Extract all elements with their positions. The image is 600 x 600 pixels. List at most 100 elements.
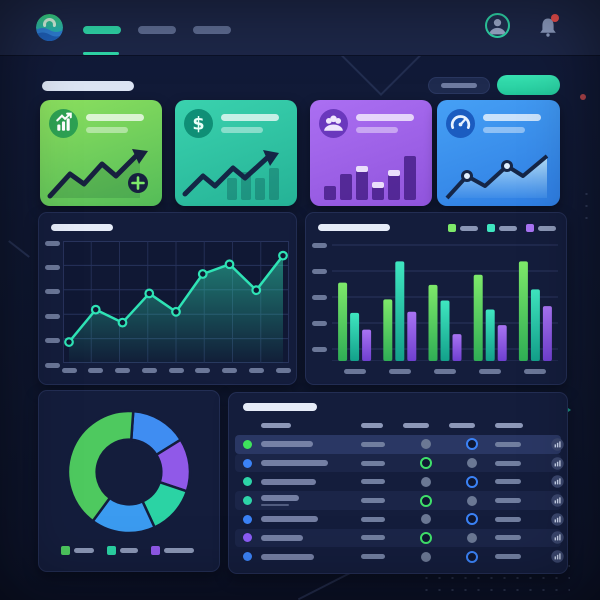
donut-legend (61, 546, 194, 555)
x-axis-tick (61, 368, 77, 373)
bar-chart-legend (448, 224, 556, 232)
secondary-action-button[interactable] (428, 77, 490, 94)
bar-series-green (383, 299, 393, 361)
legend-label-placeholder (120, 548, 138, 553)
legend-item (61, 546, 94, 555)
row-value-placeholder (361, 516, 385, 522)
legend-swatch (448, 224, 456, 232)
row-action-button[interactable] (551, 456, 564, 470)
bar-series-purple (542, 306, 552, 361)
wave-logo-icon[interactable] (36, 14, 63, 41)
row-status-dot (243, 533, 252, 543)
row-subtext-placeholder (261, 504, 289, 507)
status-indicator-off (467, 532, 477, 543)
bar-series-teal (485, 309, 495, 361)
bar-series-teal (350, 312, 360, 361)
mini-chart-icon (551, 475, 564, 488)
stat-card-revenue: $ (175, 100, 297, 206)
users-icon-svg (324, 115, 343, 131)
donut-chart-panel (38, 390, 220, 572)
y-axis-tick (45, 313, 60, 319)
x-axis-tick (195, 368, 211, 373)
row-name-cell (261, 478, 361, 485)
trend-bars (324, 156, 416, 200)
page-title-placeholder (42, 81, 134, 91)
nav-item-nav-1[interactable] (83, 26, 121, 34)
table-row[interactable] (235, 491, 564, 510)
nav-item-nav-2[interactable] (138, 26, 176, 34)
row-status-dot (243, 552, 252, 562)
table-row[interactable] (235, 547, 564, 566)
trend-line-area (445, 154, 549, 200)
row-status-dot (243, 439, 252, 449)
status-indicator-ring-blue (466, 550, 478, 563)
row-action-button[interactable] (551, 438, 564, 451)
row-value-placeholder (361, 554, 385, 560)
primary-action-button[interactable] (497, 75, 560, 95)
row-name-placeholder (261, 460, 328, 467)
stat-card-growth (40, 100, 162, 206)
top-nav-bar (0, 0, 600, 55)
bg-dot-grid-right (580, 188, 598, 228)
bar-series-green (338, 282, 348, 361)
row-name-placeholder (261, 478, 316, 485)
dollar-icon-svg: $ (192, 115, 204, 135)
status-indicator-off (421, 476, 431, 487)
line-chart (63, 241, 289, 363)
table-row[interactable] (235, 510, 564, 529)
row-action-button[interactable] (551, 531, 564, 545)
table-row[interactable] (235, 435, 564, 454)
column-header-placeholder (449, 423, 475, 428)
x-axis-tick (434, 369, 456, 374)
row-value-placeholder (361, 535, 385, 541)
row-value-placeholder (495, 516, 521, 522)
legend-item (487, 224, 517, 232)
users-icon (319, 109, 348, 138)
legend-label-placeholder (74, 548, 94, 553)
bar-series-purple (497, 325, 507, 361)
legend-item (526, 224, 556, 232)
legend-swatch (487, 224, 495, 232)
row-value-placeholder (361, 441, 385, 447)
table-row[interactable] (235, 472, 564, 491)
legend-label-placeholder (538, 225, 556, 231)
notification-badge (551, 14, 559, 22)
status-indicator-ring-green (420, 457, 432, 470)
bg-diagonal-line-small (8, 240, 30, 258)
status-indicator-off (421, 551, 431, 562)
row-action-button[interactable] (551, 475, 564, 488)
row-action-button[interactable] (551, 494, 564, 507)
card-text-placeholder (86, 114, 144, 121)
row-name-cell (261, 534, 361, 541)
card-text-placeholder (483, 127, 525, 133)
y-axis-tick (45, 338, 60, 344)
row-name-cell (261, 553, 361, 560)
card-text-placeholder (483, 114, 541, 121)
notification-bell-button[interactable] (536, 14, 560, 40)
table-row[interactable] (235, 453, 564, 473)
x-axis-tick (168, 368, 184, 373)
bar-growth-icon-svg (56, 112, 72, 131)
x-axis-tick (115, 368, 130, 373)
row-action-button[interactable] (551, 513, 564, 526)
row-name-placeholder (261, 534, 303, 541)
trend-zigzag-arrow (47, 149, 148, 199)
row-value-placeholder (361, 460, 385, 466)
mini-chart-icon (551, 494, 564, 507)
status-indicator-ring-green (420, 531, 432, 544)
avatar-button[interactable] (485, 13, 510, 38)
row-value-placeholder (495, 441, 521, 447)
row-status-dot (243, 496, 252, 506)
row-action-button[interactable] (551, 550, 564, 563)
card-text-placeholder (356, 127, 398, 133)
table-row[interactable] (235, 528, 564, 548)
data-point (171, 306, 181, 317)
x-axis-tick (141, 368, 157, 373)
bar-chart-panel (305, 212, 567, 385)
stat-card-performance (437, 100, 560, 206)
nav-item-nav-3[interactable] (193, 26, 231, 34)
column-header-placeholder (261, 423, 291, 428)
row-name-cell (261, 441, 361, 448)
x-axis-tick (343, 369, 366, 374)
